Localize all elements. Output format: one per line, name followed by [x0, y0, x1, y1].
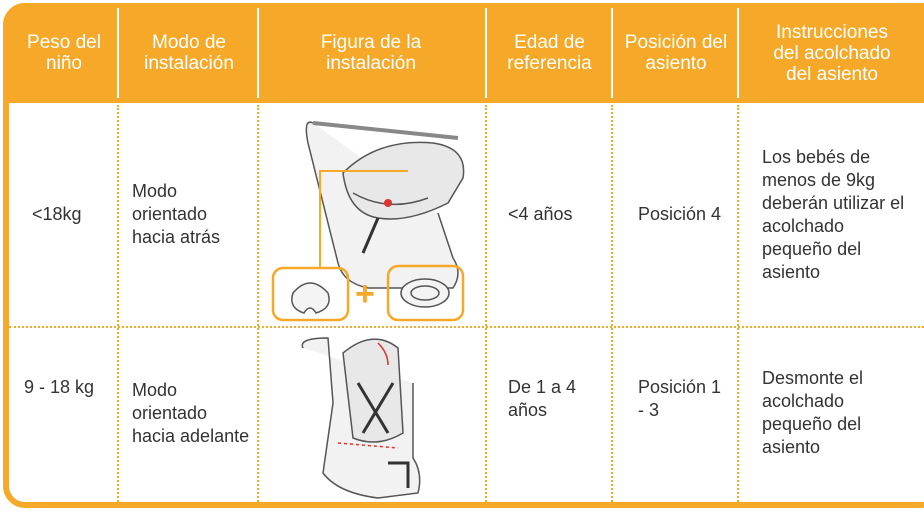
forward-facing-seat: [301, 337, 421, 499]
header-bar: [3, 3, 924, 103]
cell: <18kg: [32, 204, 82, 224]
illustrations: [271, 121, 465, 499]
plus-sign: +: [355, 275, 375, 313]
header-cell: Posición del asiento: [624, 32, 728, 74]
cell: Posición 4: [638, 204, 722, 224]
header-separator: [257, 8, 259, 98]
cell: Modo orientado hacia atrás: [132, 181, 221, 247]
header-separator: [485, 8, 487, 98]
column-separator: [117, 105, 119, 505]
cell: Los bebés de menos de 9kg deberán utiliz…: [762, 146, 905, 282]
cell: 9 - 18 kg: [24, 377, 95, 397]
header-cell: Edad de referencia: [507, 32, 592, 74]
column-separator: [257, 105, 259, 505]
cell: Posición 1 - 3: [638, 377, 722, 420]
column-separator: [611, 105, 613, 505]
cell: De 1 a 4 años: [508, 377, 577, 420]
header-cell: Instrucciones del acolchado del asiento: [773, 21, 891, 85]
row-separator: [9, 326, 924, 328]
column-separator: [737, 105, 739, 505]
header-separator: [611, 8, 613, 98]
header-cell: Modo de instalación: [144, 32, 234, 74]
header-cell: Figura de la instalación: [320, 32, 422, 74]
header-cell: Peso del niño: [27, 32, 101, 74]
cell: Desmonte el acolchado pequeño del asient…: [762, 368, 864, 457]
column-separator: [485, 105, 487, 505]
cell: Modo orientado hacia adelante: [132, 379, 250, 446]
header-separator: [737, 8, 739, 98]
header-separator: [117, 8, 119, 98]
rear-facing-seat: [305, 121, 465, 289]
cell: <4 años: [508, 204, 573, 224]
